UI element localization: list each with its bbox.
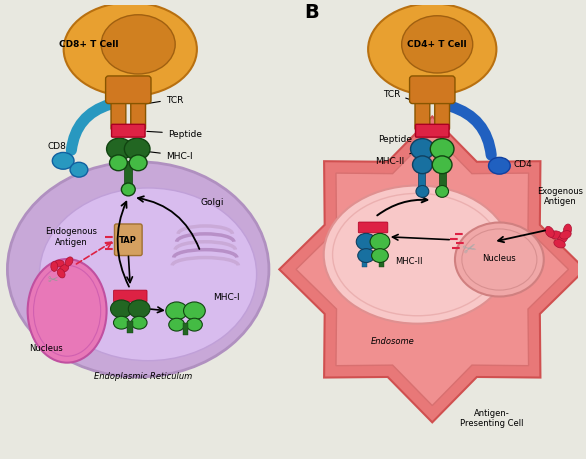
Ellipse shape — [121, 184, 135, 196]
Text: MHC-II: MHC-II — [395, 257, 423, 266]
Text: Nucleus: Nucleus — [30, 343, 63, 353]
Ellipse shape — [401, 17, 473, 74]
Text: MHC-I: MHC-I — [145, 151, 192, 161]
Text: MHC-I: MHC-I — [213, 292, 240, 301]
FancyBboxPatch shape — [358, 223, 388, 233]
Text: Peptide: Peptide — [378, 132, 418, 144]
Bar — [124, 162, 132, 186]
Text: MHC-II: MHC-II — [375, 152, 416, 165]
Ellipse shape — [128, 300, 150, 318]
Text: TCR: TCR — [383, 90, 425, 106]
Text: TAP: TAP — [120, 236, 137, 245]
Ellipse shape — [64, 3, 197, 97]
FancyBboxPatch shape — [435, 83, 449, 130]
Ellipse shape — [489, 158, 510, 175]
Ellipse shape — [411, 140, 434, 160]
Ellipse shape — [183, 302, 205, 320]
Text: Endosome: Endosome — [371, 336, 415, 346]
Ellipse shape — [413, 157, 432, 174]
Text: Nucleus: Nucleus — [482, 253, 516, 262]
Ellipse shape — [370, 234, 390, 251]
Polygon shape — [296, 134, 568, 406]
FancyBboxPatch shape — [105, 77, 151, 104]
Text: CD8: CD8 — [47, 142, 66, 151]
Text: Endogenous
Antigen: Endogenous Antigen — [45, 227, 97, 246]
Ellipse shape — [28, 259, 107, 363]
Ellipse shape — [52, 153, 74, 170]
Ellipse shape — [8, 162, 269, 377]
Ellipse shape — [70, 163, 88, 178]
Ellipse shape — [416, 186, 429, 198]
Ellipse shape — [357, 249, 374, 263]
Ellipse shape — [114, 317, 130, 330]
Bar — [362, 254, 367, 268]
Ellipse shape — [60, 265, 69, 273]
Text: Exogenous
Antigen: Exogenous Antigen — [537, 186, 584, 206]
Ellipse shape — [554, 240, 565, 248]
Polygon shape — [280, 117, 585, 422]
Ellipse shape — [356, 234, 376, 251]
FancyBboxPatch shape — [111, 125, 145, 138]
Bar — [379, 254, 384, 268]
FancyBboxPatch shape — [114, 291, 147, 302]
Text: Golgi: Golgi — [200, 198, 224, 207]
Ellipse shape — [166, 302, 188, 320]
Bar — [439, 167, 446, 188]
Ellipse shape — [111, 300, 132, 318]
Ellipse shape — [550, 231, 561, 239]
Ellipse shape — [107, 139, 132, 161]
Ellipse shape — [368, 5, 496, 96]
FancyBboxPatch shape — [111, 83, 126, 130]
FancyArrowPatch shape — [451, 107, 491, 156]
Ellipse shape — [51, 262, 58, 272]
Text: ✂: ✂ — [461, 238, 479, 258]
Ellipse shape — [372, 249, 389, 263]
Text: Peptide: Peptide — [147, 130, 202, 139]
Text: TCR: TCR — [138, 95, 183, 106]
Text: Endoplasmic Reticulum: Endoplasmic Reticulum — [94, 371, 192, 380]
Ellipse shape — [557, 235, 568, 244]
Ellipse shape — [186, 319, 202, 331]
Bar — [183, 323, 189, 335]
FancyBboxPatch shape — [410, 77, 455, 104]
Bar — [127, 321, 133, 333]
Ellipse shape — [430, 140, 454, 160]
Ellipse shape — [39, 189, 257, 361]
Ellipse shape — [54, 260, 64, 267]
Text: CD8+ T Cell: CD8+ T Cell — [59, 40, 118, 49]
Ellipse shape — [110, 156, 127, 171]
FancyBboxPatch shape — [415, 83, 430, 130]
Ellipse shape — [124, 139, 150, 161]
Ellipse shape — [130, 156, 147, 171]
Text: CD4+ T Cell: CD4+ T Cell — [407, 40, 467, 49]
Ellipse shape — [101, 16, 175, 75]
Text: Antigen-
Presenting Cell: Antigen- Presenting Cell — [460, 408, 523, 427]
Ellipse shape — [169, 319, 185, 331]
Ellipse shape — [57, 269, 65, 278]
Ellipse shape — [455, 223, 544, 297]
Bar — [418, 167, 425, 188]
Text: ✂: ✂ — [47, 274, 58, 286]
Ellipse shape — [323, 186, 511, 324]
FancyArrowPatch shape — [71, 105, 110, 151]
Text: CD4: CD4 — [513, 159, 532, 168]
FancyBboxPatch shape — [114, 224, 142, 256]
Ellipse shape — [131, 317, 147, 330]
Ellipse shape — [560, 231, 571, 240]
FancyBboxPatch shape — [415, 125, 449, 138]
Ellipse shape — [545, 227, 554, 238]
FancyBboxPatch shape — [131, 83, 145, 130]
Text: B: B — [304, 3, 319, 22]
Ellipse shape — [432, 157, 452, 174]
Ellipse shape — [436, 186, 448, 198]
Ellipse shape — [564, 224, 571, 236]
Ellipse shape — [65, 257, 73, 267]
